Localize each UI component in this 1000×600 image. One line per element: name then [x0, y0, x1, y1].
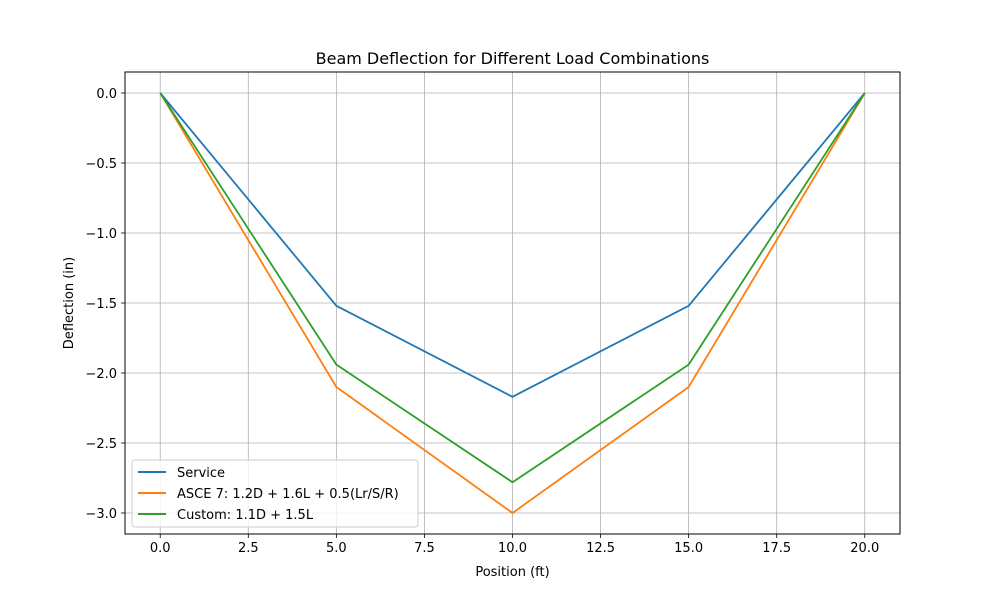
y-tick-label: −1.5	[85, 297, 117, 312]
legend: Service ASCE 7: 1.2D + 1.6L + 0.5(Lr/S/R…	[131, 459, 419, 528]
series-line-service	[159, 92, 866, 398]
x-tick-label: 17.5	[762, 541, 791, 556]
y-axis-ticks: 0.0 −0.5 −1.0 −1.5 −2.0 −2.5 −3.0	[85, 87, 125, 522]
x-tick-label: 15.0	[674, 541, 703, 556]
legend-label-custom: Custom: 1.1D + 1.5L	[177, 508, 314, 523]
chart-title: Beam Deflection for Different Load Combi…	[316, 49, 710, 68]
x-tick-label: 0.0	[150, 541, 171, 556]
legend-label-asce7: ASCE 7: 1.2D + 1.6L + 0.5(Lr/S/R)	[177, 487, 399, 502]
x-tick-label: 20.0	[850, 541, 879, 556]
series-group	[159, 92, 866, 514]
y-axis-label: Deflection (in)	[62, 257, 77, 349]
x-tick-label: 12.5	[586, 541, 615, 556]
grid	[125, 72, 900, 534]
y-tick-label: −2.5	[85, 437, 117, 452]
x-tick-label: 10.0	[498, 541, 527, 556]
y-tick-label: −2.0	[85, 367, 117, 382]
x-tick-label: 2.5	[238, 541, 259, 556]
x-axis-label: Position (ft)	[475, 565, 549, 580]
x-tick-label: 7.5	[414, 541, 435, 556]
legend-label-service: Service	[177, 466, 225, 481]
x-axis-ticks: 0.0 2.5 5.0 7.5 10.0 12.5 15.0 17.5 20.0	[150, 534, 879, 556]
y-tick-label: 0.0	[96, 87, 117, 102]
series-line-asce7	[159, 92, 866, 514]
series-line-custom	[159, 92, 866, 484]
legend-box	[131, 459, 419, 528]
x-tick-label: 5.0	[326, 541, 347, 556]
y-tick-label: −3.0	[85, 507, 117, 522]
y-tick-label: −0.5	[85, 157, 117, 172]
y-tick-label: −1.0	[85, 227, 117, 242]
